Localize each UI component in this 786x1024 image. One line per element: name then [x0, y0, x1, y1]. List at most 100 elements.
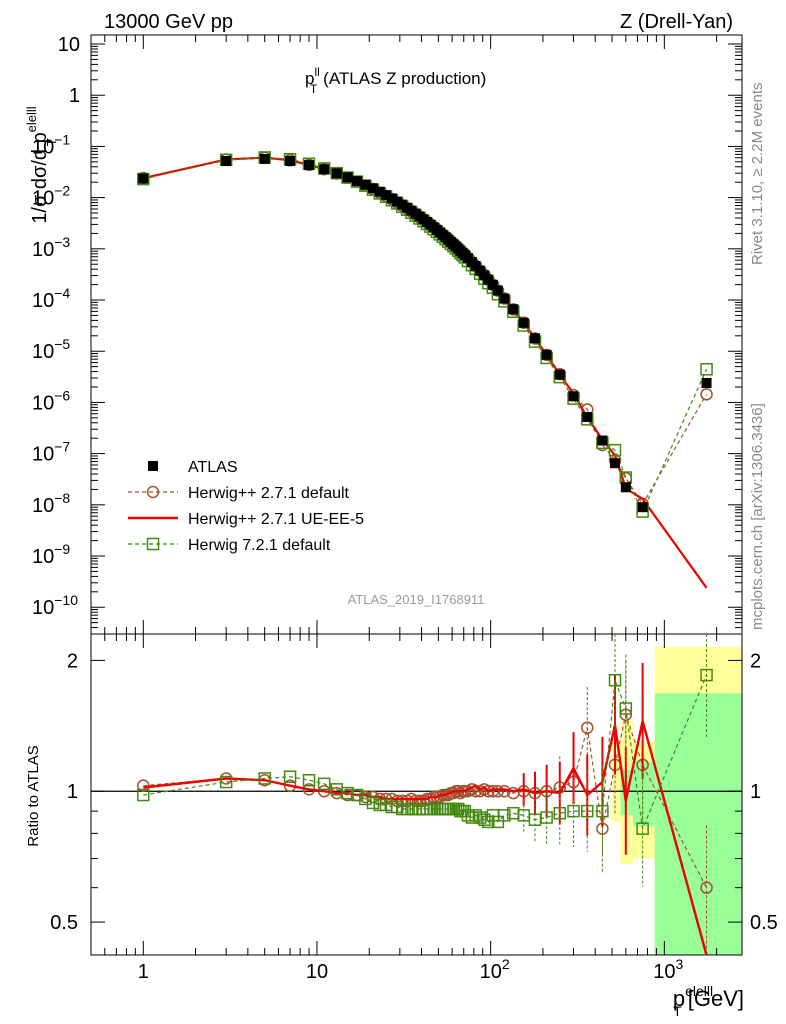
atlas-point	[259, 153, 270, 164]
main-y-axis-title-sup: elelll	[24, 106, 39, 132]
plot-title-sup: ll	[314, 65, 319, 79]
atlas-point	[138, 173, 149, 184]
ratio-line	[143, 720, 708, 956]
main-y-tick-label: 10	[58, 34, 80, 56]
ratio-marker	[596, 804, 609, 818]
axis-ticks	[90, 35, 742, 955]
legend-entry: ATLAS	[148, 459, 238, 476]
main-y-tick-label-mantissa: 10	[58, 34, 80, 56]
legend-marker	[146, 537, 160, 551]
legend-entry: Herwig++ 2.7.1 UE-EE-5	[128, 511, 364, 528]
x-axis-title: pelelll T [GeV]	[673, 983, 744, 1019]
process-label: Z (Drell-Yan)	[620, 11, 733, 33]
main-y-tick-label: 10−5	[32, 336, 70, 363]
ratio-marker	[700, 881, 713, 894]
atlas-point	[487, 279, 498, 290]
main-y-tick-label-exp: −1	[54, 131, 70, 147]
band-stat	[654, 693, 742, 955]
x-tick-label-mantissa: 10	[480, 961, 502, 983]
rivet-label: Rivet 3.1.10, ≥ 2.2M events	[749, 83, 766, 266]
atlas-point	[386, 193, 397, 204]
atlas-main	[138, 153, 712, 513]
legend-marker	[148, 461, 158, 471]
band-stat	[632, 761, 655, 827]
legend-entry: Herwig 7.2.1 default	[128, 537, 331, 554]
ratio-marker	[473, 811, 487, 824]
ratio-marker	[482, 815, 495, 829]
main-y-tick-label-mantissa: 10	[32, 239, 54, 261]
atlas-point	[701, 377, 712, 388]
ratio-marker	[137, 788, 150, 802]
plot-title-main: p	[305, 69, 314, 88]
main-y-tick-label: 10−9	[32, 541, 70, 568]
x-axis-title-sub: T	[673, 1003, 682, 1019]
x-axis-title-rest: [GeV]	[682, 986, 744, 1011]
atlas-point	[554, 369, 565, 380]
main-y-tick-label: 10−1	[32, 131, 70, 158]
x-tick-label: 1	[138, 961, 149, 983]
main-y-axis-title-main: 1/σ dσ/d p	[29, 132, 51, 223]
series-marker	[608, 443, 622, 457]
ratio-marker	[465, 811, 479, 824]
ratio-y-tick-label-left: 1	[67, 781, 78, 803]
atlas-point	[529, 333, 540, 344]
mcplots-label: mcplots.cern.ch [arXiv:1306.3436]	[749, 403, 766, 630]
uncertainty-bands	[612, 646, 742, 955]
series-2-ratio	[137, 634, 713, 887]
x-axis-title-main: p	[673, 986, 685, 1011]
legend: ATLAS Herwig++ 2.7.1 default Herwig++ 2.7.…	[128, 459, 364, 554]
ratio-marker	[366, 796, 380, 810]
ratio-marker	[137, 779, 150, 792]
ratio-marker	[636, 822, 649, 835]
atlas-point	[597, 435, 608, 446]
ratio-marker	[302, 773, 316, 787]
ratio-y-tick-label-right: 1	[750, 781, 761, 803]
main-y-axis-title: 1/σ dσ/d pelelll T	[24, 106, 59, 224]
main-y-tick-label-mantissa: 10	[32, 546, 54, 568]
main-y-tick-label: 10−8	[32, 490, 70, 517]
main-y-tick-label-mantissa: 10	[32, 444, 54, 466]
band-stat-syst	[612, 741, 621, 822]
main-y-tick-label-exp: −6	[54, 387, 70, 403]
atlas-point	[582, 411, 593, 422]
series-marker	[700, 363, 713, 376]
atlas-point	[351, 176, 362, 187]
x-tick-label-exp: 2	[502, 956, 510, 972]
main-y-tick-label: 10−2	[32, 183, 70, 210]
atlas-point	[367, 183, 378, 194]
main-y-tick-label: 10−4	[32, 285, 70, 312]
atlas-point	[221, 155, 232, 166]
ratio-marker	[317, 777, 331, 791]
main-y-tick-label-mantissa: 10	[32, 136, 54, 158]
ratio-marker	[341, 786, 354, 800]
ratio-marker	[451, 802, 465, 816]
ratio-marker	[219, 775, 233, 789]
ratio-y-tick-label-right: 0.5	[750, 912, 778, 934]
ratio-y-tick-label-right: 2	[750, 650, 761, 672]
ratio-marker	[498, 809, 511, 822]
main-y-tick-label-mantissa: 10	[32, 392, 54, 414]
main-y-tick-label-exp: −7	[54, 439, 70, 455]
x-axis-title-sup: elelll	[685, 983, 713, 999]
legend-label: Herwig++ 2.7.1 default	[188, 485, 350, 502]
ratio-marker	[283, 770, 297, 783]
atlas-point	[285, 155, 296, 166]
ratio-y-tick-label-left: 0.5	[50, 912, 78, 934]
atlas-point	[620, 482, 631, 493]
atlas-point	[541, 349, 552, 360]
atlas-point	[637, 502, 648, 513]
main-y-tick-label-exp: −4	[54, 285, 70, 301]
ratio-marker	[567, 804, 580, 818]
ratio-marker	[608, 674, 622, 687]
ratio-marker	[581, 804, 594, 818]
x-tick-label-mantissa: 1	[138, 961, 149, 983]
series-0-main	[137, 151, 713, 511]
main-y-tick-label-exp: −5	[54, 336, 70, 352]
plot-title: pll T (ATLAS Z production)	[305, 65, 486, 96]
main-y-tick-label-mantissa: 10	[32, 188, 54, 210]
ratio-y-axis-title: Ratio to ATLAS	[25, 745, 42, 846]
ratio-marker	[491, 784, 505, 798]
energy-label: 13000 GeV pp	[104, 11, 233, 33]
main-y-tick-label-exp: −3	[54, 234, 70, 250]
ratio-marker	[350, 788, 364, 802]
